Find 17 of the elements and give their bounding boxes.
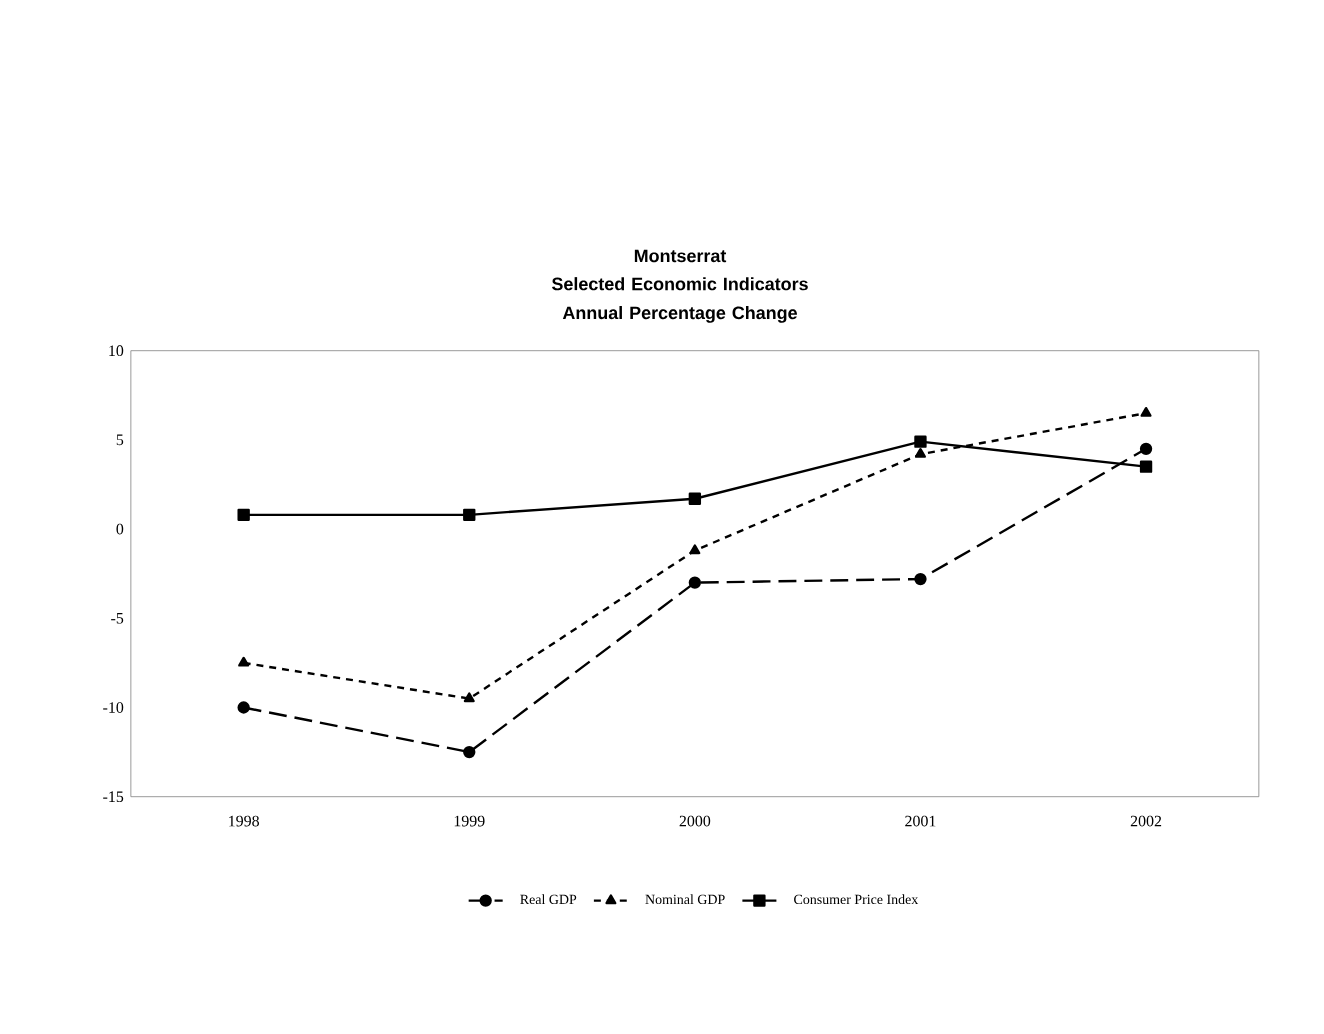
point [914,572,927,586]
point [237,701,250,714]
chart-subtitle: Selected Economic Indicators Annual Percentage Change [551,277,808,323]
point [238,656,250,667]
point [688,492,702,505]
point [463,745,476,759]
point [463,508,476,522]
point [914,447,926,458]
point [689,544,701,555]
chart-title: Montserrat [634,249,727,263]
point [1139,442,1153,455]
point [237,508,250,522]
point [1140,406,1152,417]
point [463,692,475,703]
point [1139,460,1153,473]
point [688,576,702,589]
point [914,435,927,448]
